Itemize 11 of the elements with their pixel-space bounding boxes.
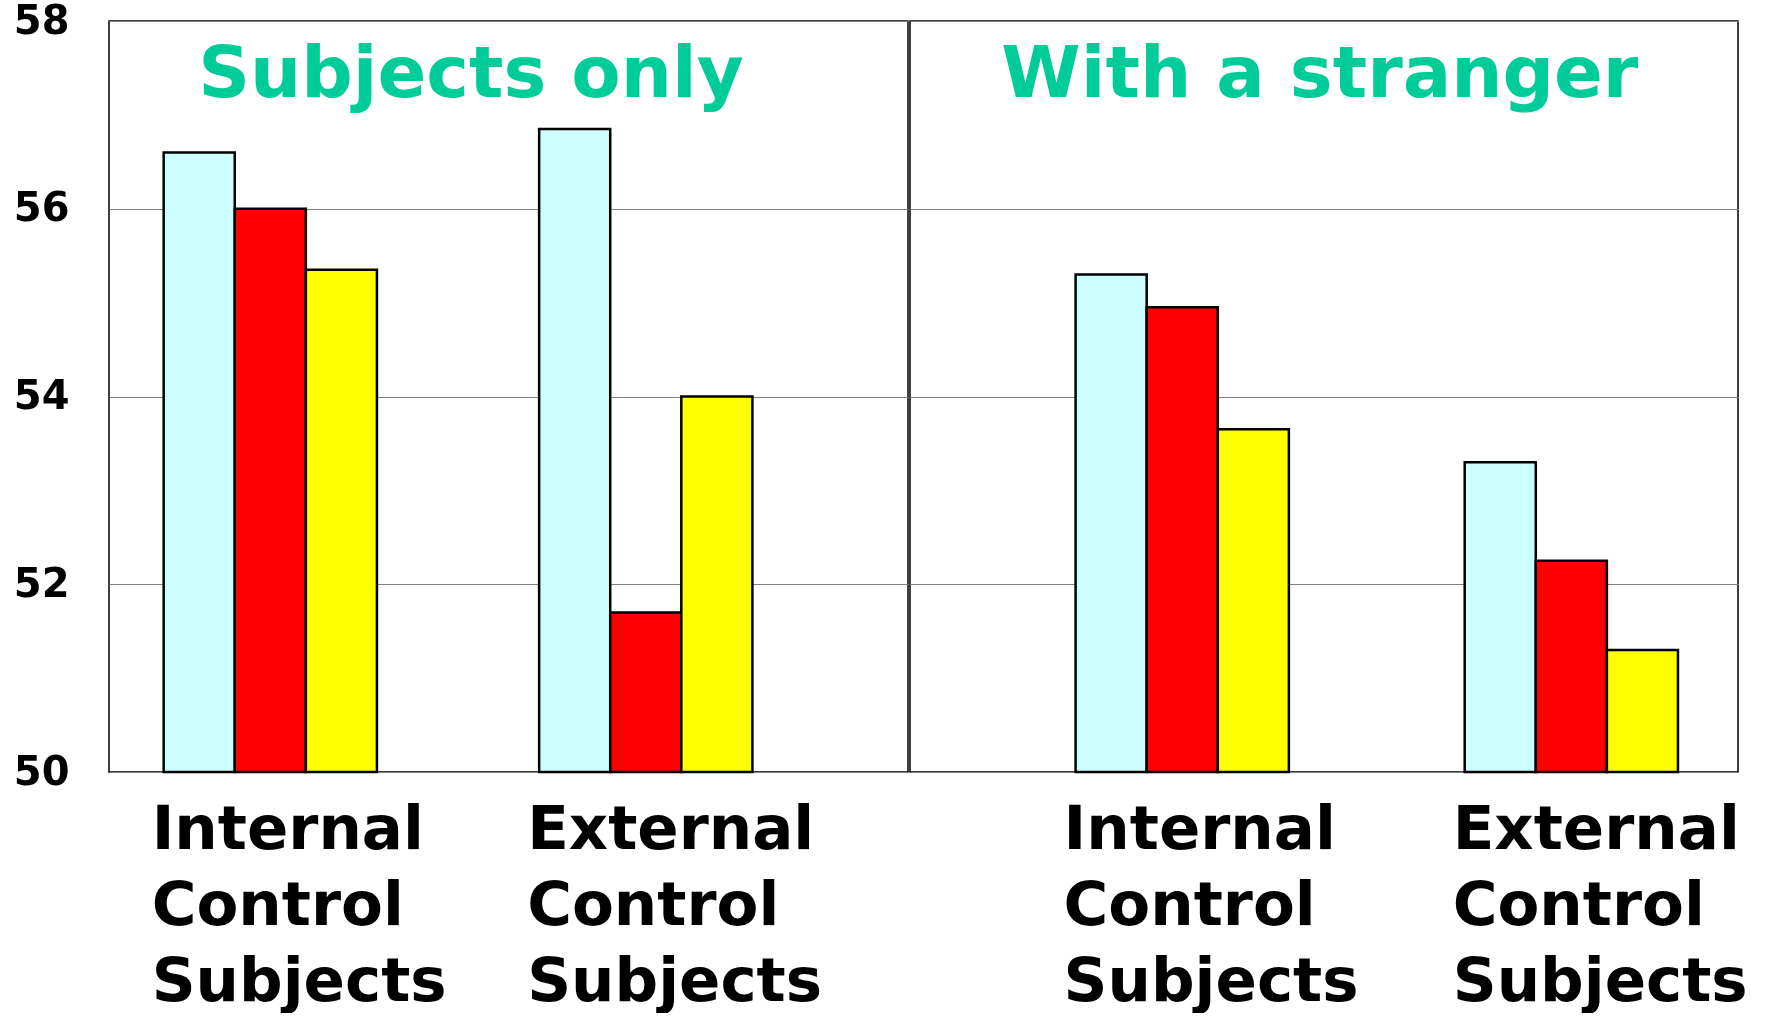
y-tick-label: 56 xyxy=(13,184,70,231)
y-tick-label: 58 xyxy=(13,0,70,43)
y-tick-label: 50 xyxy=(13,747,70,794)
x-tick-label: Internal Control Subjects xyxy=(1063,791,1359,1015)
x-tick-label: External Control Subjects xyxy=(527,791,823,1015)
x-tick-label: Internal Control Subjects xyxy=(151,791,447,1015)
y-tick-label: 52 xyxy=(13,559,70,606)
chart-title: Subjects only xyxy=(198,30,744,114)
y-tick-label: 54 xyxy=(13,372,70,418)
chart-title: With a stranger xyxy=(1001,30,1639,114)
x-tick-label: External Control Subjects xyxy=(1452,791,1748,1015)
